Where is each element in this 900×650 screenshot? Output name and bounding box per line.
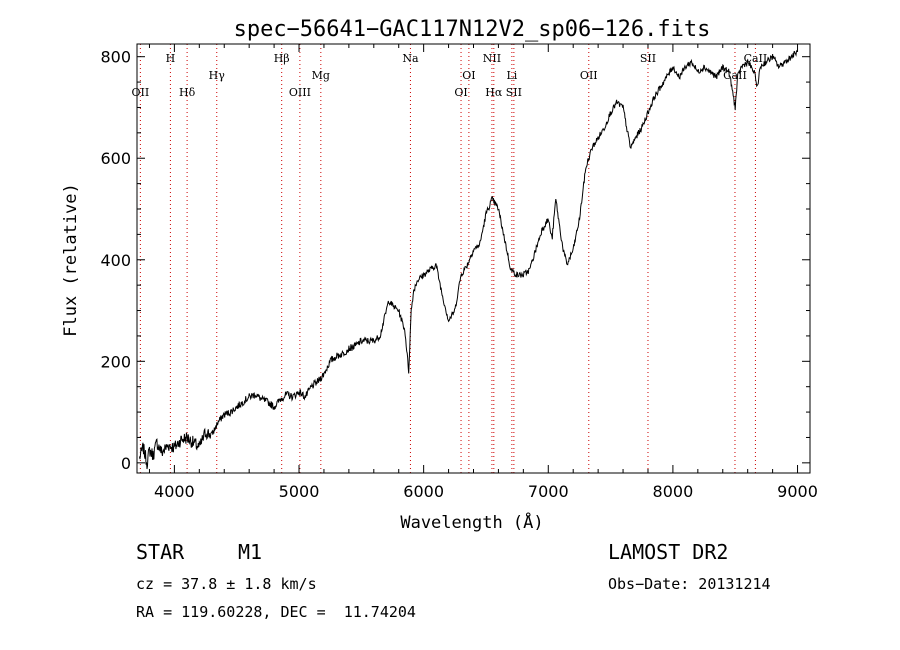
line-marker-label: SII — [640, 52, 656, 65]
y-axis-label: Flux (relative) — [61, 183, 81, 337]
line-marker-label: OI — [454, 86, 467, 99]
ra-dec: RA = 119.60228, DEC = 11.74204 — [136, 603, 416, 621]
object-subclass: M1 — [238, 540, 263, 564]
line-markers: OIIHHδHγHβOIIIMgNaOIOINIIHαLiSIIOIISIICa… — [132, 44, 767, 473]
y-tick-label: 0 — [121, 454, 131, 473]
y-tick-label: 200 — [100, 352, 131, 371]
x-tick-label: 7000 — [528, 482, 569, 501]
plot-frame — [136, 43, 811, 474]
survey-label: LAMOST DR2 — [608, 540, 729, 564]
line-marker-label: OI — [462, 69, 475, 82]
x-tick-label: 5000 — [279, 482, 320, 501]
x-tick-label: 4000 — [154, 482, 195, 501]
line-marker-label: NII — [483, 52, 501, 65]
axis-ticks: 4000 5000 6000 7000 8000 9000 0 200 400 600 800 — [100, 44, 818, 501]
line-marker-label: Na — [402, 52, 419, 65]
redshift-cz: cz = 37.8 ± 1.8 km/s — [136, 575, 317, 593]
line-marker-label: Mg — [312, 69, 330, 82]
object-class: STAR — [136, 540, 185, 564]
line-marker-label: Hα — [485, 86, 503, 99]
line-marker-label: H — [166, 52, 176, 65]
chart-title: spec−56641−GAC117N12V2_sp06−126.fits — [234, 17, 711, 42]
line-marker-label: OII — [580, 69, 598, 82]
x-axis-label: Wavelength (Å) — [400, 511, 543, 533]
spectrum-line — [139, 49, 798, 470]
y-tick-label: 600 — [100, 149, 131, 168]
x-tick-label: 6000 — [403, 482, 444, 501]
line-marker-label: Li — [506, 69, 517, 82]
line-marker-label: OII — [132, 86, 150, 99]
line-marker-label: Hβ — [274, 52, 290, 65]
y-tick-label: 400 — [100, 251, 131, 270]
line-marker-label: OIII — [289, 86, 311, 99]
y-tick-label: 800 — [100, 48, 131, 67]
line-marker-label: SII — [506, 86, 522, 99]
x-tick-label: 8000 — [653, 482, 694, 501]
obs-date: Obs−Date: 20131214 — [608, 575, 771, 593]
line-marker-label: Hγ — [209, 69, 226, 82]
line-marker-label: Hδ — [179, 86, 196, 99]
x-tick-label: 9000 — [777, 482, 818, 501]
